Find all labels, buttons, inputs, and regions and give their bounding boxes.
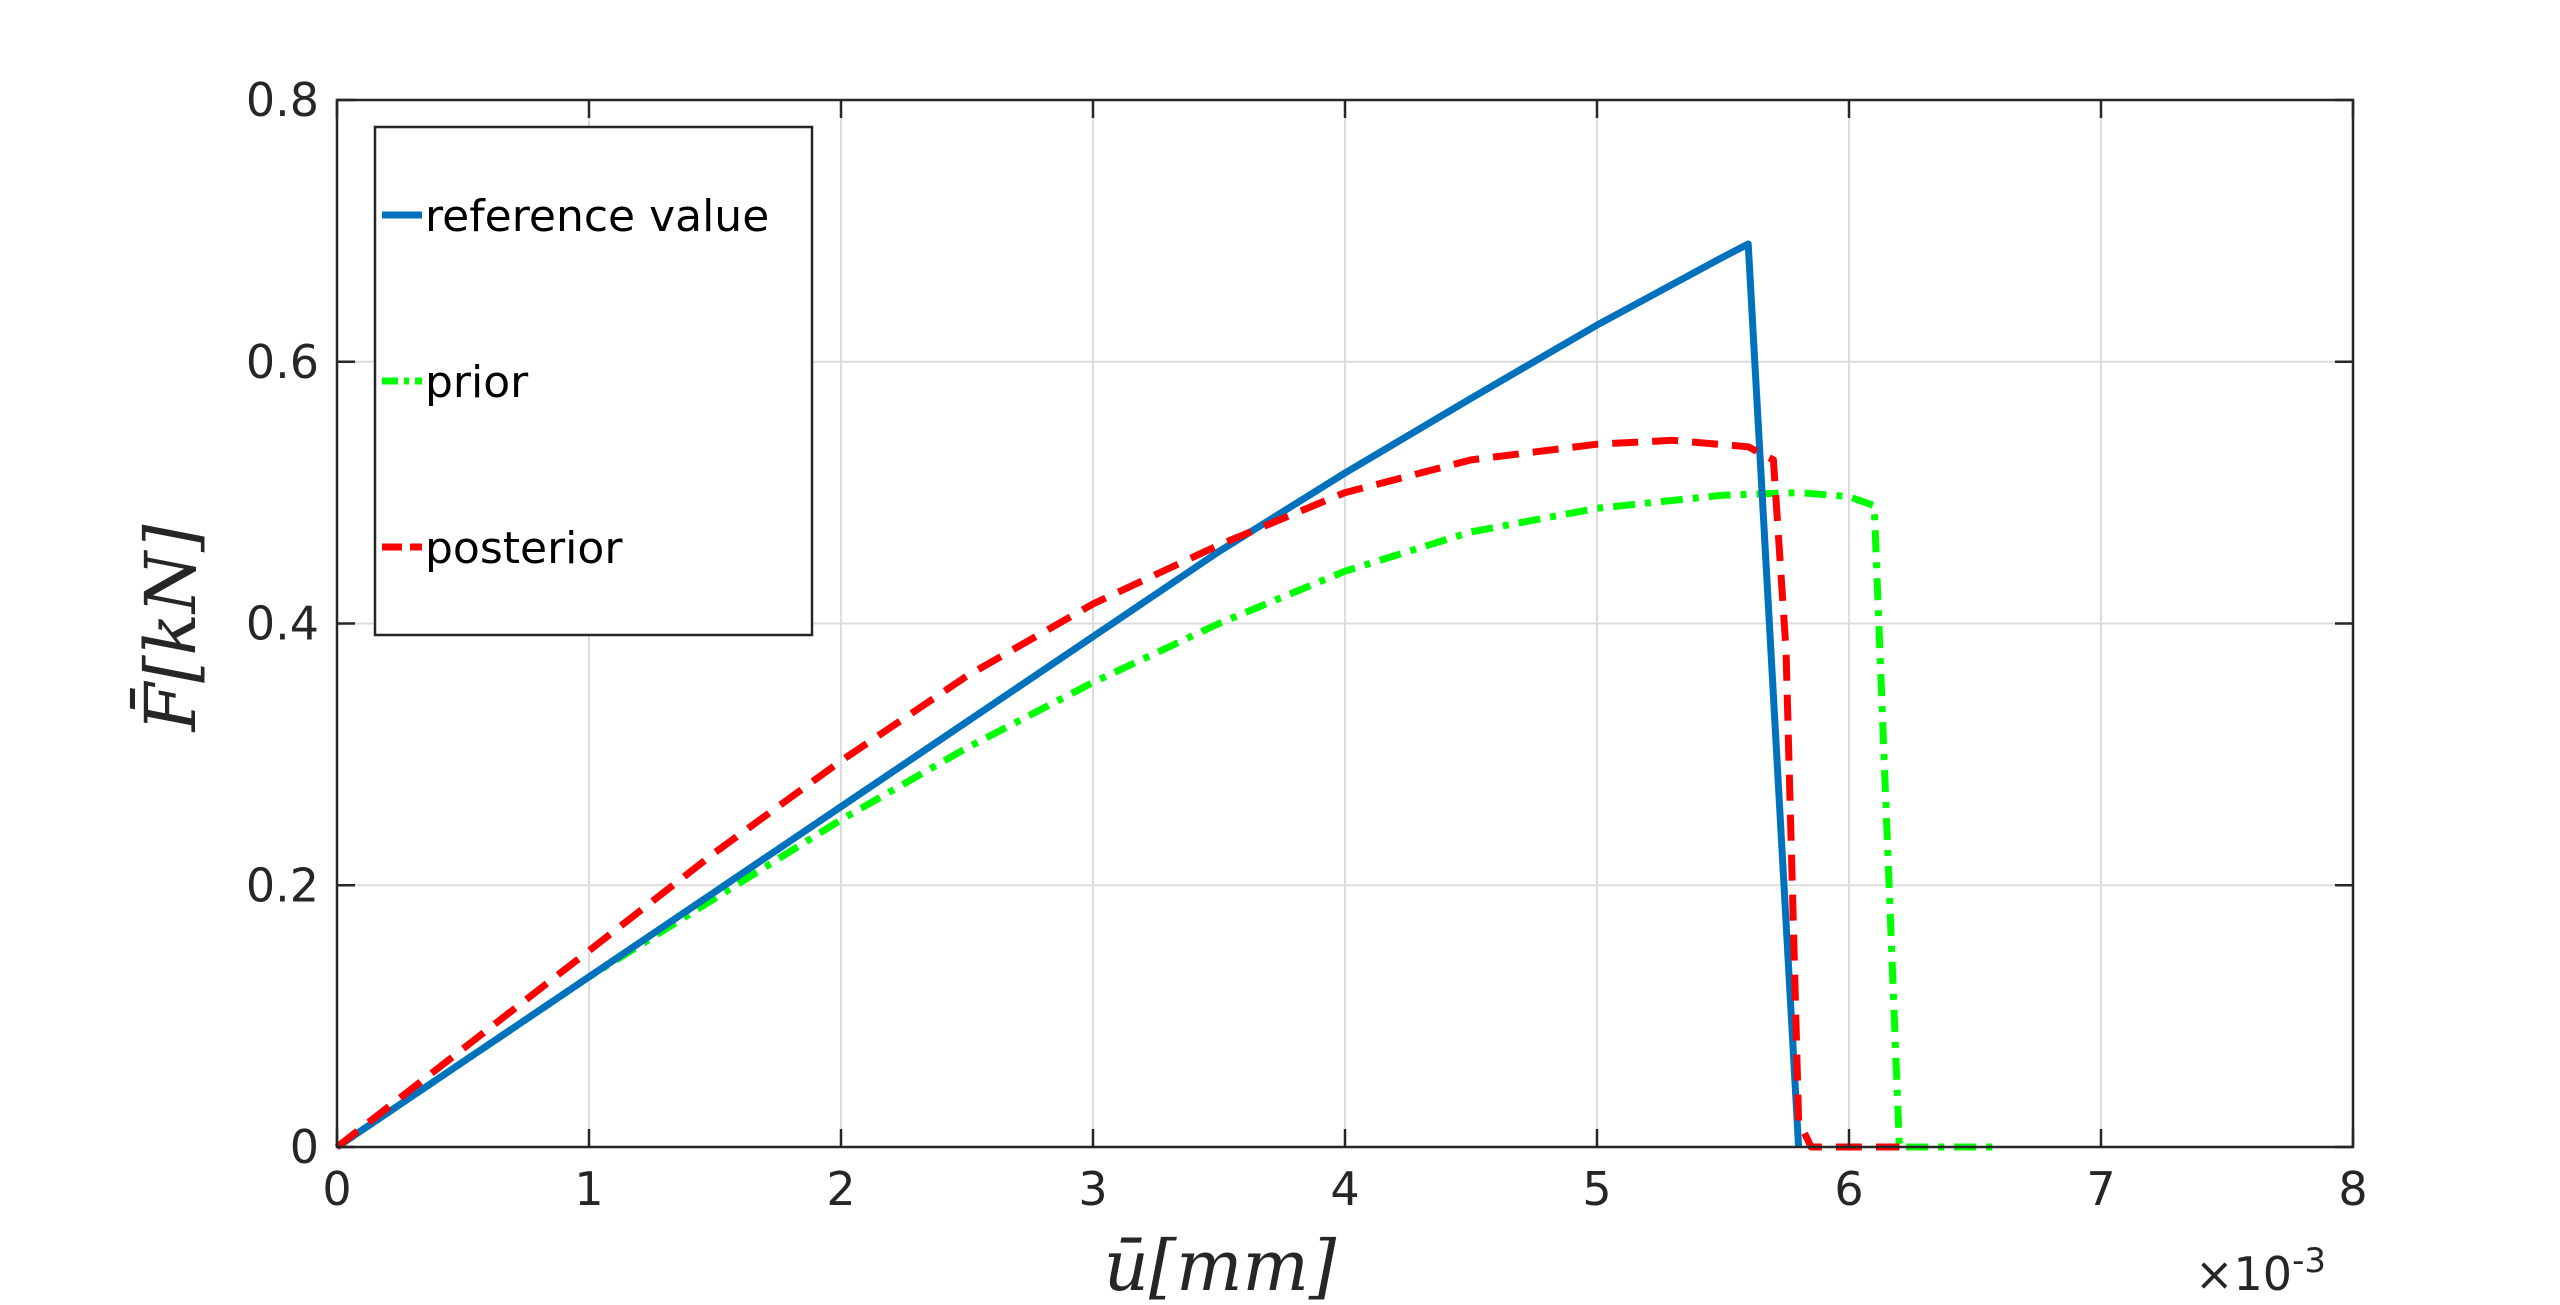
series-line-reference — [335, 240, 1803, 1150]
x-tick-label: 4 — [1330, 1162, 1359, 1216]
series-layer — [334, 240, 2001, 1151]
x-exponent-base: ×10-3 — [2195, 1241, 2326, 1301]
y-tick-label: 0.2 — [246, 858, 319, 912]
x-axis-label: ū[mm] — [1104, 1225, 1337, 1305]
series-line-posterior — [334, 436, 1900, 1151]
y-tick-label: 0.4 — [246, 597, 319, 651]
x-tick-label: 2 — [826, 1162, 855, 1216]
series-line-prior — [335, 489, 2001, 1151]
legend-box — [373, 125, 814, 637]
tick-labels: 0 1 2 3 4 5 6 7 8 0 0.2 0.4 0.6 0.8 — [246, 73, 2368, 1216]
x-tick-label: 6 — [1834, 1162, 1863, 1216]
legend-label-reference: reference value — [425, 191, 769, 242]
legend-label-posterior: posterior — [425, 523, 623, 574]
legend-item-reference: reference value — [382, 191, 769, 242]
x-tick-label: 8 — [2338, 1162, 2367, 1216]
legend-label-prior: prior — [425, 357, 529, 408]
x-tick-label: 7 — [2086, 1162, 2115, 1216]
y-tick-label: 0 — [290, 1120, 319, 1174]
x-axis-exponent: ×10-3 — [2195, 1241, 2326, 1301]
x-tick-label: 1 — [574, 1162, 603, 1216]
ticks — [335, 98, 2355, 1149]
y-axis-label: F̄[kN] — [129, 524, 212, 734]
x-tick-label: 3 — [1078, 1162, 1107, 1216]
legend-item-prior: prior — [382, 357, 529, 408]
legend-item-posterior: posterior — [382, 523, 623, 574]
x-tick-label: 5 — [1582, 1162, 1611, 1216]
x-tick-label: 0 — [322, 1162, 351, 1216]
y-tick-label: 0.8 — [246, 73, 319, 127]
y-tick-label: 0.6 — [246, 335, 319, 389]
legend: reference value prior posterior — [373, 125, 814, 637]
